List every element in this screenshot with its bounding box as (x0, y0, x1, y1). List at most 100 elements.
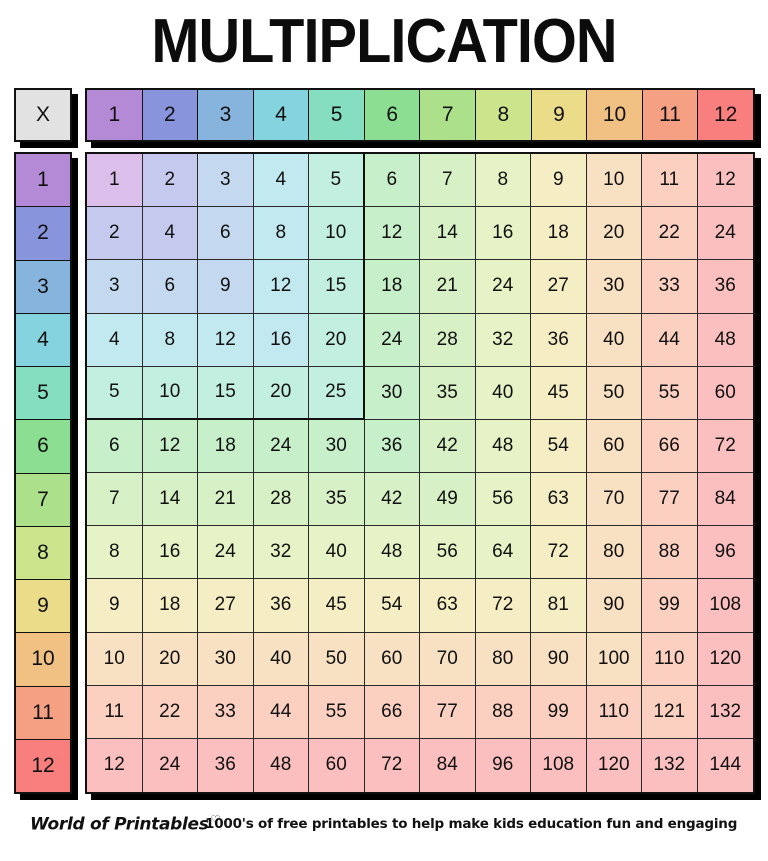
cell-3x2: 6 (142, 260, 198, 314)
row-header-8: 8 (16, 526, 70, 580)
cell-10x3: 30 (198, 632, 254, 686)
cell-1x3: 3 (198, 154, 254, 208)
cell-9x3: 27 (198, 579, 254, 633)
row-header-11: 11 (16, 686, 70, 740)
cell-5x3: 15 (198, 366, 254, 420)
brand-name: World of Printables (30, 814, 209, 835)
cell-11x1: 11 (87, 685, 143, 739)
column-header-2: 2 (142, 90, 199, 140)
cell-4x2: 8 (142, 313, 198, 367)
cell-3x1: 3 (87, 260, 143, 314)
cell-3x7: 21 (420, 260, 476, 314)
cell-12x8: 96 (475, 738, 531, 792)
cell-10x6: 60 (364, 632, 420, 686)
cell-7x1: 7 (87, 473, 143, 527)
cell-1x1: 1 (87, 154, 143, 208)
row-header-column: 1 2 3 4 5 6 7 8 9 10 11 12 (14, 152, 72, 794)
cell-10x9: 90 (531, 632, 587, 686)
cell-12x9: 108 (531, 738, 587, 792)
cell-10x5: 50 (309, 632, 365, 686)
cell-1x12: 12 (697, 154, 753, 208)
cell-5x4: 20 (253, 366, 309, 420)
cell-2x2: 4 (142, 207, 198, 261)
cell-6x2: 12 (142, 419, 198, 473)
cell-4x6: 24 (364, 313, 420, 367)
cell-3x9: 27 (531, 260, 587, 314)
cell-5x10: 50 (586, 366, 642, 420)
cell-8x2: 16 (142, 526, 198, 580)
cell-12x6: 72 (364, 738, 420, 792)
cell-4x10: 40 (586, 313, 642, 367)
cell-7x8: 56 (475, 473, 531, 527)
cell-11x10: 110 (586, 685, 642, 739)
cell-8x4: 32 (253, 526, 309, 580)
cell-6x1: 6 (87, 419, 143, 473)
cell-11x8: 88 (475, 685, 531, 739)
cell-12x10: 120 (586, 738, 642, 792)
cell-8x12: 96 (697, 526, 753, 580)
row-header-3: 3 (16, 260, 70, 314)
column-header-1: 1 (87, 90, 143, 140)
cell-1x4: 4 (253, 154, 309, 208)
cell-2x4: 8 (253, 207, 309, 261)
cell-6x10: 60 (586, 419, 642, 473)
cell-2x6: 12 (364, 207, 420, 261)
cell-11x12: 132 (697, 685, 753, 739)
cell-3x8: 24 (475, 260, 531, 314)
cell-10x11: 110 (642, 632, 698, 686)
row-header-10: 10 (16, 633, 70, 687)
column-header-10: 10 (587, 90, 643, 140)
footer: World of Printables ♡ 1000's of free prin… (0, 805, 768, 855)
cell-7x4: 28 (253, 473, 309, 527)
cell-11x5: 55 (309, 685, 365, 739)
cell-3x3: 9 (198, 260, 254, 314)
cell-5x5: 25 (309, 366, 365, 420)
grid-wrapper: 1 2 3 4 5 6 7 8 9 10 11 12 2 4 6 8 10 12 14 16 18 20 22 24 3 6 9 12… (85, 152, 761, 800)
cell-11x4: 44 (253, 685, 309, 739)
row-header-6: 6 (16, 420, 70, 474)
cell-9x12: 108 (697, 579, 753, 633)
cell-5x12: 60 (697, 366, 753, 420)
cell-7x10: 70 (586, 473, 642, 527)
footer-tagline: 1000's of free printables to help make k… (205, 816, 738, 832)
cell-10x10: 100 (586, 632, 642, 686)
cell-10x7: 70 (420, 632, 476, 686)
cell-8x10: 80 (586, 526, 642, 580)
cell-5x11: 55 (642, 366, 698, 420)
column-header-row: 1 2 3 4 5 6 7 8 9 10 11 12 (85, 88, 755, 142)
cell-6x5: 30 (309, 419, 365, 473)
cell-9x6: 54 (364, 579, 420, 633)
cell-1x2: 2 (142, 154, 198, 208)
cell-1x10: 10 (586, 154, 642, 208)
cell-6x4: 24 (253, 419, 309, 473)
cell-1x8: 8 (475, 154, 531, 208)
cell-9x7: 63 (420, 579, 476, 633)
cell-10x4: 40 (253, 632, 309, 686)
row-header-1: 1 (16, 154, 70, 208)
cell-9x10: 90 (586, 579, 642, 633)
cell-1x7: 7 (420, 154, 476, 208)
cell-11x2: 22 (142, 685, 198, 739)
cell-1x9: 9 (531, 154, 587, 208)
column-header-12: 12 (698, 90, 753, 140)
cell-11x9: 99 (531, 685, 587, 739)
column-header-wrapper: 1 2 3 4 5 6 7 8 9 10 11 12 (85, 88, 761, 148)
cell-8x8: 64 (475, 526, 531, 580)
cell-4x3: 12 (198, 313, 254, 367)
cell-9x11: 99 (642, 579, 698, 633)
column-header-9: 9 (531, 90, 588, 140)
cell-6x6: 36 (364, 419, 420, 473)
cell-2x1: 2 (87, 207, 143, 261)
cell-4x8: 32 (475, 313, 531, 367)
cell-12x4: 48 (253, 738, 309, 792)
cell-8x9: 72 (531, 526, 587, 580)
column-header-8: 8 (476, 90, 532, 140)
cell-7x2: 14 (142, 473, 198, 527)
row-header-wrapper: 1 2 3 4 5 6 7 8 9 10 11 12 (14, 152, 78, 800)
cell-3x6: 18 (364, 260, 420, 314)
cell-3x12: 36 (697, 260, 753, 314)
cell-4x1: 4 (87, 313, 143, 367)
cell-4x12: 48 (697, 313, 753, 367)
cell-6x12: 72 (697, 419, 753, 473)
cell-5x8: 40 (475, 366, 531, 420)
